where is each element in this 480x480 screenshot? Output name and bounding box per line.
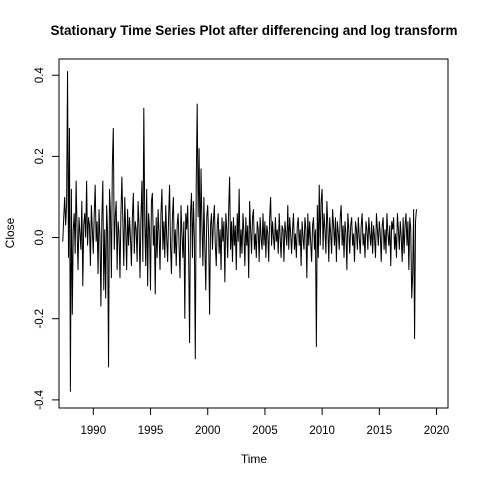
series-line (62, 71, 417, 392)
y-tick-label: -0.4 (34, 389, 46, 409)
x-axis: 1990 1995 2000 2005 2010 2015 2020 (81, 407, 450, 437)
x-tick-label: 2010 (309, 425, 335, 437)
x-tick-label: 2020 (424, 425, 450, 437)
x-tick-label: 1995 (138, 425, 164, 437)
x-tick-label: 2000 (195, 425, 221, 437)
y-axis-label: Close (3, 217, 17, 248)
series-group (62, 71, 417, 392)
y-axis: -0.4 -0.2 0.0 0.2 0.4 (34, 67, 60, 410)
y-tick-label: 0.2 (34, 148, 46, 164)
x-axis-label: Time (241, 452, 268, 466)
y-tick-label: -0.2 (34, 309, 46, 329)
x-tick-label: 2015 (367, 425, 393, 437)
chart-title: Stationary Time Series Plot after differ… (50, 23, 457, 38)
y-tick-label: 0.0 (34, 230, 46, 246)
x-tick-label: 1990 (81, 425, 107, 437)
x-tick-label: 2005 (252, 425, 278, 437)
y-tick-label: 0.4 (34, 67, 46, 84)
